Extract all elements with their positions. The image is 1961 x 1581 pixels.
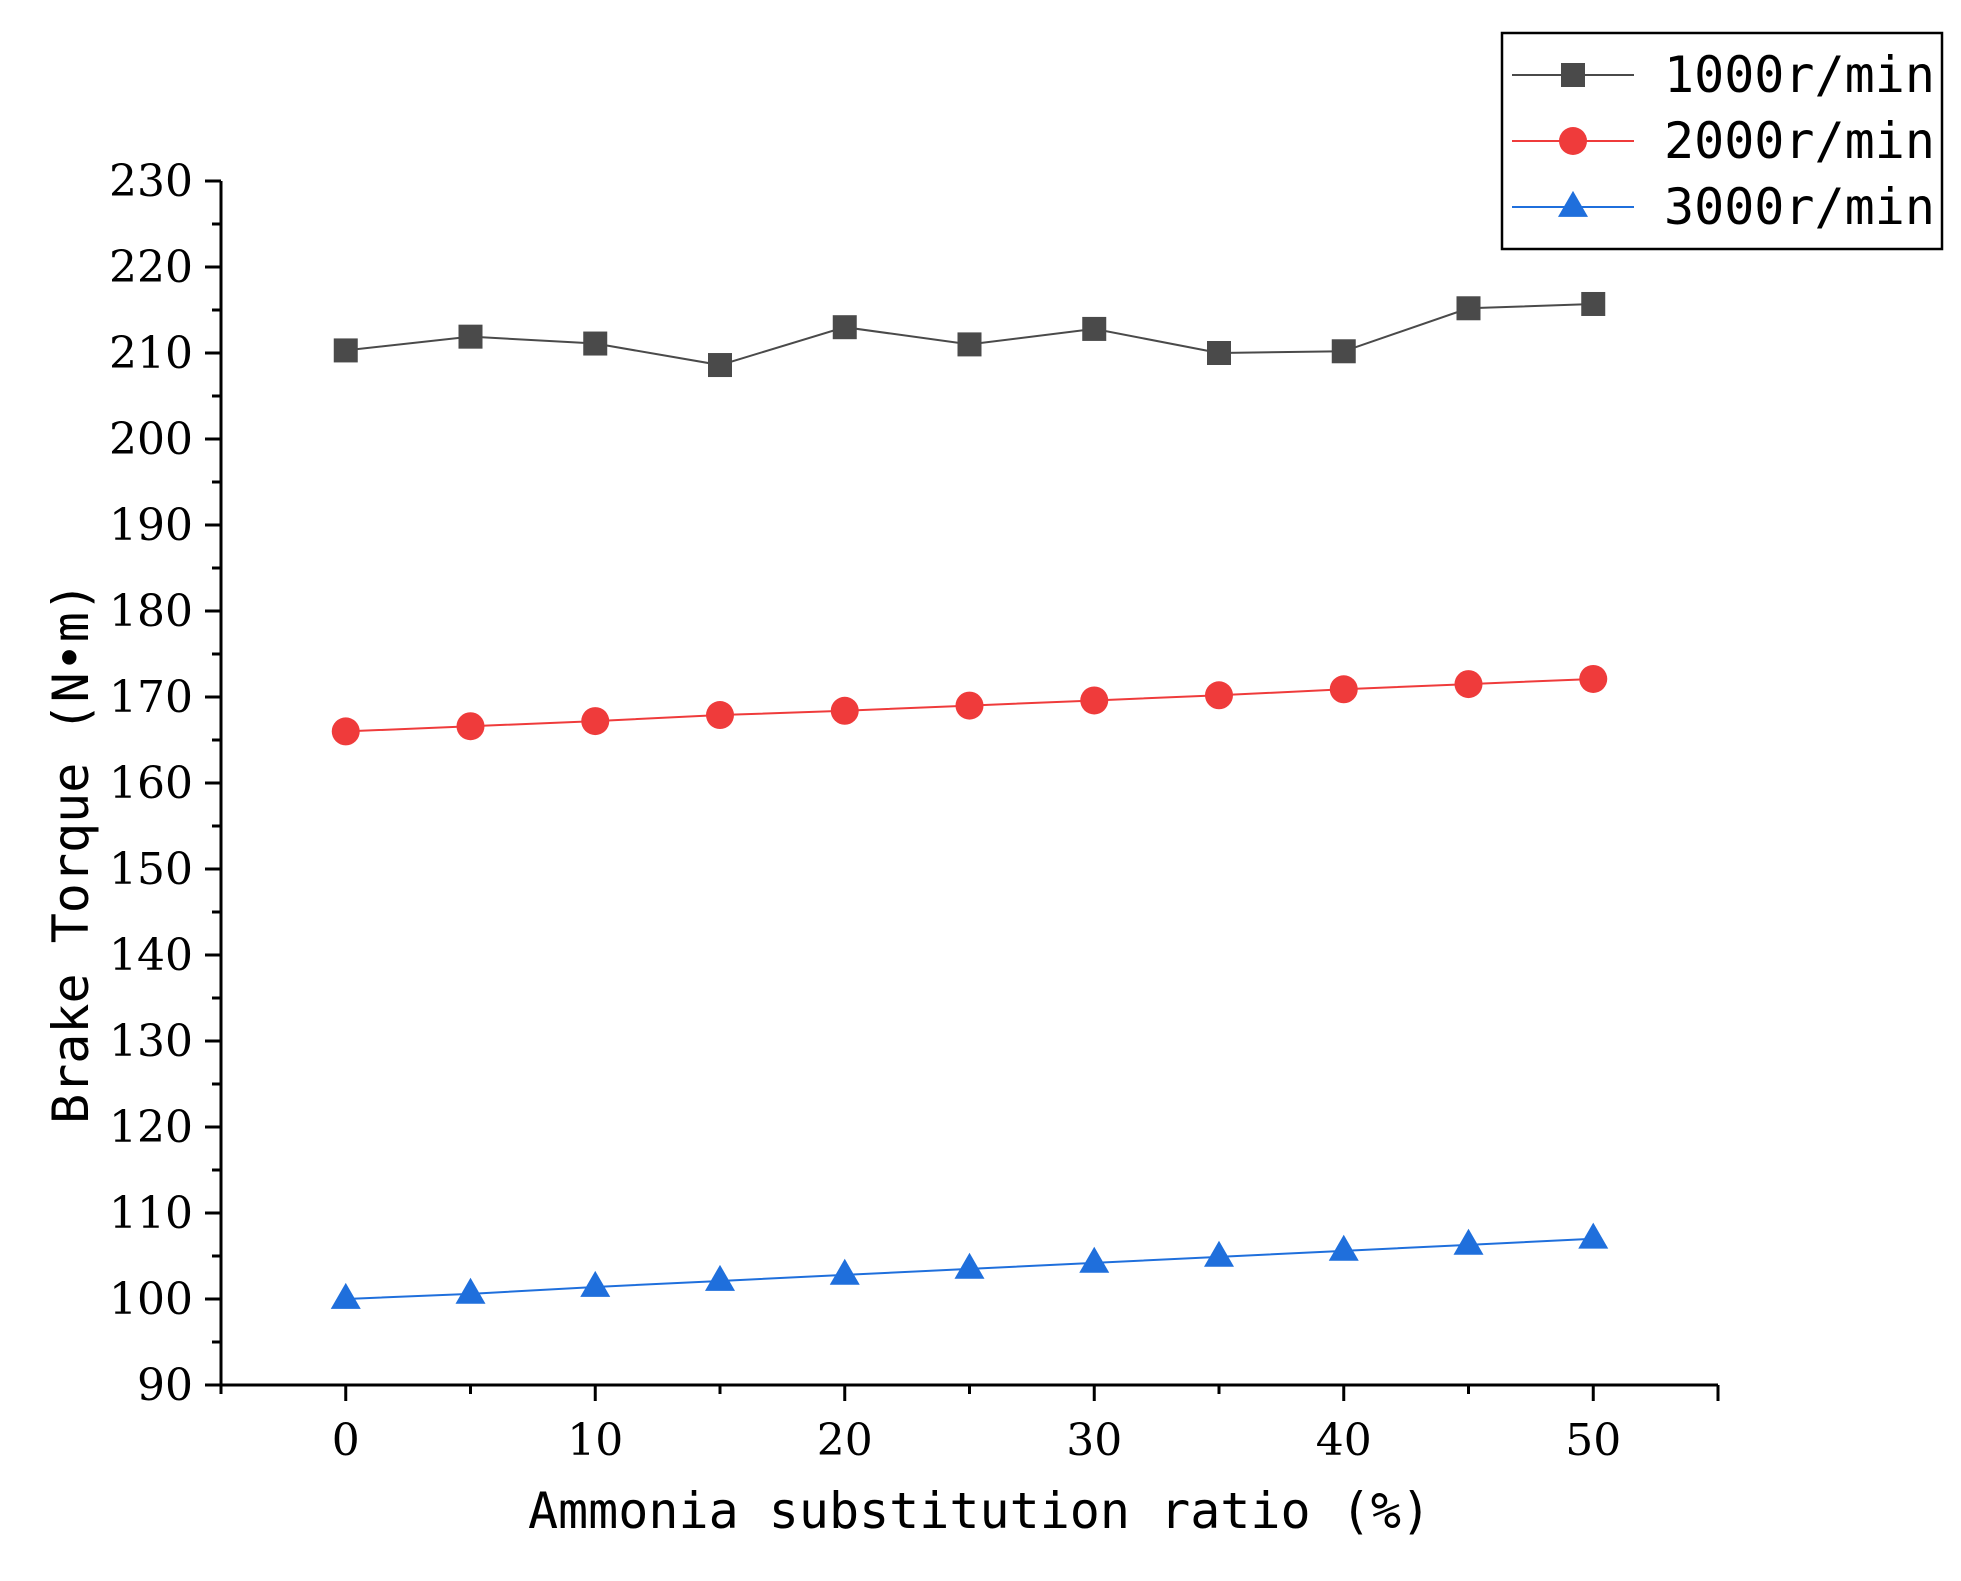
series-2000r-min xyxy=(331,664,1608,746)
data-point-triangle xyxy=(954,1252,985,1279)
data-point-triangle xyxy=(1204,1240,1234,1267)
data-point-triangle xyxy=(330,1282,361,1309)
y-tick-label: 200 xyxy=(109,414,193,465)
data-point-triangle xyxy=(1453,1228,1484,1255)
data-point-square xyxy=(583,331,608,356)
x-tick-label: 30 xyxy=(1066,1415,1122,1466)
data-point-triangle xyxy=(705,1264,735,1291)
legend-item: 2000r/min xyxy=(1512,112,1935,170)
legend-item: 3000r/min xyxy=(1512,178,1935,236)
data-point-triangle xyxy=(1558,190,1588,217)
data-point-square xyxy=(957,332,982,357)
data-point-square xyxy=(832,315,857,340)
legend-label: 3000r/min xyxy=(1664,178,1935,236)
y-tick-label: 180 xyxy=(109,586,193,637)
data-point-triangle xyxy=(829,1258,860,1285)
data-point-square xyxy=(1456,296,1481,321)
data-point-circle xyxy=(1329,675,1358,704)
y-tick-label: 130 xyxy=(109,1016,193,1067)
y-tick-label: 110 xyxy=(109,1188,193,1239)
x-tick-label: 50 xyxy=(1565,1415,1621,1466)
y-ticks: 90 100 110 120 130 140 150 160 170 180 190 200 210 22… xyxy=(109,156,221,1411)
y-tick-label: 210 xyxy=(109,328,193,379)
series-3000r-min xyxy=(330,1222,1609,1309)
y-tick-label: 160 xyxy=(109,758,193,809)
y-tick-label: 150 xyxy=(109,844,193,895)
data-point-square xyxy=(458,324,483,349)
data-point-circle xyxy=(1080,686,1109,715)
x-tick-label: 40 xyxy=(1316,1415,1372,1466)
y-tick-label: 100 xyxy=(109,1274,193,1325)
data-point-circle xyxy=(955,691,984,720)
data-point-circle xyxy=(1205,681,1233,710)
data-point-circle xyxy=(1579,664,1608,693)
data-point-circle xyxy=(1559,127,1587,155)
data-point-circle xyxy=(830,696,859,725)
x-tick-label: 20 xyxy=(817,1415,873,1466)
y-axis-title: Brake Torque (N•m) xyxy=(42,582,100,1124)
legend-label: 2000r/min xyxy=(1664,112,1935,170)
y-tick-label: 170 xyxy=(109,672,193,723)
y-tick-label: 230 xyxy=(109,156,193,207)
legend: 1000r/min 2000r/min 3000r/min xyxy=(1500,31,1944,251)
data-point-triangle xyxy=(1328,1234,1359,1261)
data-point-circle xyxy=(1454,670,1483,699)
legend-label: 1000r/min xyxy=(1664,46,1935,104)
data-point-square xyxy=(1561,63,1585,87)
data-point-triangle xyxy=(1079,1246,1110,1273)
x-tick-label: 0 xyxy=(332,1415,360,1466)
series-layer xyxy=(330,291,1609,1309)
data-point-square xyxy=(1082,316,1107,341)
axes xyxy=(219,181,1720,1401)
data-point-circle xyxy=(456,712,485,741)
series-1000r-min xyxy=(333,291,1606,378)
y-tick-label: 140 xyxy=(109,930,193,981)
data-point-square xyxy=(1331,339,1356,364)
data-point-circle xyxy=(581,707,610,736)
data-point-square xyxy=(1581,291,1606,316)
y-tick-label: 120 xyxy=(109,1102,193,1153)
data-point-square xyxy=(1207,341,1231,365)
data-point-square xyxy=(333,338,358,363)
legend-item: 1000r/min xyxy=(1512,46,1935,104)
x-axis-title: Ammonia substitution ratio (%) xyxy=(528,1482,1431,1540)
y-tick-label: 190 xyxy=(109,500,193,551)
legend-items: 1000r/min 2000r/min 3000r/min xyxy=(1512,46,1935,236)
data-point-circle xyxy=(331,717,360,746)
data-point-circle xyxy=(706,701,734,730)
y-tick-label: 90 xyxy=(137,1360,193,1411)
y-tick-label: 220 xyxy=(109,242,193,293)
x-ticks: 0 10 20 30 40 50 xyxy=(219,1385,1720,1466)
data-point-triangle xyxy=(1578,1222,1609,1249)
data-point-triangle xyxy=(580,1270,611,1297)
data-point-triangle xyxy=(455,1277,486,1304)
x-tick-label: 10 xyxy=(567,1415,623,1466)
data-point-square xyxy=(708,353,732,378)
